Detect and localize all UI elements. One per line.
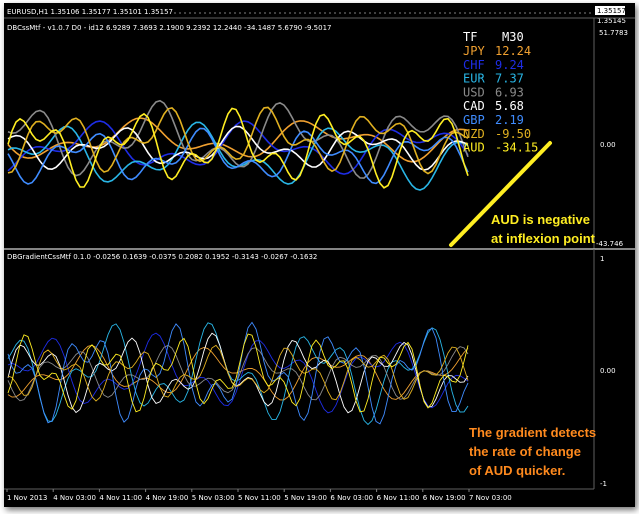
indicator1-title: DBCssMtf - v1.0.7 D0 - id12 6.9289 7.369… xyxy=(7,24,331,32)
gradient-note-line2: the rate of change xyxy=(469,444,581,459)
indicator1-axis-bottom: -43.746 xyxy=(596,240,624,248)
indicator1-axis-mid: 0.00 xyxy=(600,141,616,149)
table-currency-eur: EUR xyxy=(463,72,485,86)
indicator2-axis-bottom: -1 xyxy=(600,480,607,488)
strength-line xyxy=(7,99,469,179)
gradient-line xyxy=(7,344,469,402)
indicator1-lines xyxy=(7,99,469,191)
aud-arrow xyxy=(449,141,552,247)
time-label: 6 Nov 19:00 xyxy=(423,494,466,502)
gradient-line xyxy=(7,321,469,425)
gradient-line xyxy=(7,344,469,401)
time-axis: 1 Nov 2013 4 Nov 03:00 4 Nov 11:00 4 Nov 19… xyxy=(6,489,512,502)
table-currency-aud: AUD xyxy=(463,141,485,155)
strength-line xyxy=(7,106,469,175)
table-currency-usd: USD xyxy=(463,85,485,99)
table-currency-cad: CAD xyxy=(463,99,485,113)
price-second: 1.35145 xyxy=(597,17,626,25)
indicator2-axis-mid: 0.00 xyxy=(600,367,616,375)
indicator2-lines xyxy=(7,321,469,426)
table-value-eur: 7.37 xyxy=(495,72,524,86)
indicator2-title: DBGradientCssMtf 0.1.0 -0.0256 0.1639 -0… xyxy=(7,253,317,261)
time-label: 4 Nov 03:00 xyxy=(53,494,96,502)
table-value-cad: 5.68 xyxy=(495,99,524,113)
price-top: 1.35157 xyxy=(597,7,626,15)
table-header-label: TF xyxy=(463,30,477,44)
time-label: 5 Nov 19:00 xyxy=(284,494,327,502)
time-label: 6 Nov 03:00 xyxy=(330,494,373,502)
table-header-value: M30 xyxy=(502,30,524,44)
indicator2-axis-top: 1 xyxy=(600,255,604,263)
chart-window[interactable]: EURUSD,H1 1.35106 1.35177 1.35101 1.3515… xyxy=(4,3,635,507)
table-value-nzd: -9.50 xyxy=(495,127,531,141)
indicator2-panel[interactable]: DBGradientCssMtf 0.1.0 -0.0256 0.1639 -0… xyxy=(7,249,616,489)
aud-note-line1: AUD is negative xyxy=(491,212,590,227)
gradient-line xyxy=(7,332,469,414)
table-currency-jpy: JPY xyxy=(463,44,485,58)
strength-line xyxy=(7,127,469,185)
price-tag-top xyxy=(595,6,625,15)
symbol-header: EURUSD,H1 1.35106 1.35177 1.35101 1.3515… xyxy=(7,8,173,16)
gradient-line xyxy=(7,322,469,426)
table-currency-nzd: NZD xyxy=(463,127,485,141)
table-value-gbp: 2.19 xyxy=(495,113,524,127)
table-value-chf: 9.24 xyxy=(495,58,524,72)
indicator1-axis-top: 51.7783 xyxy=(599,29,628,37)
indicator1-panel[interactable]: DBCssMtf - v1.0.7 D0 - id12 6.9289 7.369… xyxy=(7,18,628,249)
time-label: 4 Nov 11:00 xyxy=(99,494,142,502)
table-value-jpy: 12.24 xyxy=(495,44,531,58)
table-value-aud: -34.15 xyxy=(495,141,538,155)
time-label: 7 Nov 03:00 xyxy=(469,494,512,502)
time-label: 5 Nov 03:00 xyxy=(192,494,235,502)
time-label: 5 Nov 11:00 xyxy=(238,494,281,502)
time-label: 1 Nov 2013 xyxy=(7,494,47,502)
strength-table: TF M30 JPY 12.24 CHF 9.24 EUR 7.37 USD 6.93 CAD 5… xyxy=(463,30,538,155)
price-header: EURUSD,H1 1.35106 1.35177 1.35101 1.3515… xyxy=(7,6,626,25)
gradient-line xyxy=(7,332,469,414)
gradient-note-line3: of AUD quicker. xyxy=(469,463,565,478)
gradient-line xyxy=(7,344,469,402)
gradient-note-line1: The gradient detects xyxy=(469,425,596,440)
gradient-line xyxy=(7,333,469,413)
table-value-usd: 6.93 xyxy=(495,85,524,99)
strength-line xyxy=(7,125,469,171)
time-label: 6 Nov 11:00 xyxy=(377,494,420,502)
table-currency-chf: CHF xyxy=(463,58,485,72)
strength-line xyxy=(7,107,469,189)
strength-line xyxy=(7,120,469,175)
time-label: 4 Nov 19:00 xyxy=(146,494,189,502)
table-currency-gbp: GBP xyxy=(463,113,485,127)
aud-note-line2: at inflexion point xyxy=(491,231,596,246)
